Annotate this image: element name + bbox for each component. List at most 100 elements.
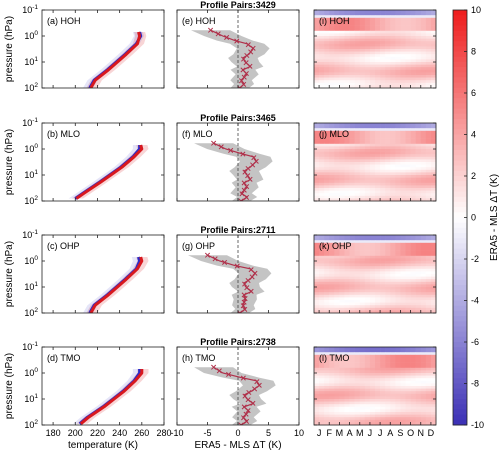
heatmap-cell <box>339 261 345 264</box>
heatmap-cell <box>314 85 320 89</box>
heatmap-cell <box>364 151 371 155</box>
heatmap-cell <box>314 25 320 29</box>
colorbar-segment <box>453 186 467 192</box>
heatmap-cell <box>349 279 355 283</box>
heatmap-cell <box>400 289 406 293</box>
heatmap-cell <box>410 250 416 254</box>
heatmap-cell <box>385 25 391 29</box>
heatmap-cell <box>430 51 437 55</box>
heatmap-cell <box>314 175 320 178</box>
heatmap-cell <box>430 30 437 34</box>
heatmap-cell <box>369 136 376 139</box>
heatmap-cell <box>385 242 391 246</box>
heatmap-cell <box>364 159 371 163</box>
heatmap-cell <box>405 159 411 163</box>
heatmap-cell <box>405 46 411 50</box>
heatmap-cell <box>395 414 401 418</box>
heatmap-cell <box>324 154 330 158</box>
heatmap-cell <box>400 172 406 176</box>
heatmap-cell <box>420 302 427 306</box>
heatmap-cell <box>425 72 432 76</box>
heatmap-cell <box>324 261 330 264</box>
heatmap-cell <box>339 406 345 410</box>
heatmap-cell <box>380 305 386 309</box>
heatmap-cell <box>314 401 320 405</box>
heatmap-cell <box>410 284 416 288</box>
heatmap-cell <box>354 195 361 199</box>
heatmap-cell <box>405 370 411 374</box>
heatmap-cell <box>380 51 386 55</box>
heatmap-cell <box>349 302 355 306</box>
heatmap-cell <box>344 177 350 181</box>
heatmap-cell <box>380 237 386 241</box>
panel-label: (e) HOH <box>182 16 216 26</box>
heatmap-cell <box>329 180 335 184</box>
heatmap-cell <box>334 307 340 311</box>
heatmap-cell <box>380 409 386 413</box>
heatmap-cell <box>405 123 411 126</box>
heatmap-cell <box>375 49 381 52</box>
heatmap-cell <box>390 172 396 176</box>
heatmap-cell <box>339 393 345 397</box>
heatmap-cell <box>420 401 427 405</box>
heatmap-cell <box>319 310 325 314</box>
heatmap-cell <box>420 198 427 202</box>
heatmap-cell <box>339 287 345 290</box>
colorbar-tick-label: 10 <box>471 5 481 15</box>
heatmap-cell <box>314 274 320 277</box>
heatmap-cell <box>359 51 366 55</box>
heatmap-cell <box>344 169 350 173</box>
heatmap-cell <box>395 268 401 272</box>
axes-frame <box>41 122 165 202</box>
heatmap-cell <box>359 294 366 298</box>
heatmap-cell <box>319 130 325 134</box>
heatmap-cell <box>410 305 416 309</box>
heatmap-cell <box>430 422 437 426</box>
heatmap-cell <box>400 123 406 126</box>
heatmap-cell <box>324 292 330 296</box>
heatmap-cell <box>329 271 335 275</box>
heatmap-cell <box>324 399 330 402</box>
x-tick-label: 5 <box>266 428 271 438</box>
colorbar-tick-label: 8 <box>471 47 476 57</box>
heatmap-cell <box>324 237 330 241</box>
heatmap-cell <box>344 38 350 42</box>
heatmap-cell <box>375 310 381 314</box>
heatmap-cell <box>339 67 345 71</box>
heatmap-cell <box>319 41 325 45</box>
heatmap-cell <box>400 195 406 199</box>
heatmap-cell <box>369 281 376 285</box>
heatmap-cell <box>410 77 416 81</box>
heatmap-cell <box>369 412 376 415</box>
heatmap-cell <box>400 284 406 288</box>
heatmap-cell <box>400 182 406 186</box>
heatmap-cell <box>405 307 411 311</box>
heatmap-cell <box>415 240 422 244</box>
heatmap-cell <box>329 43 335 47</box>
heatmap-cell <box>395 172 401 176</box>
heatmap-cell <box>375 146 381 150</box>
heatmap-cell <box>395 235 401 238</box>
heatmap-cell <box>415 294 422 298</box>
heatmap-cell <box>425 195 432 199</box>
heatmap-cell <box>344 23 350 26</box>
heatmap-cell <box>420 274 427 277</box>
heatmap-cell <box>314 141 320 145</box>
heatmap-cell <box>369 36 376 39</box>
colorbar-segment <box>453 160 467 167</box>
axes-frame <box>313 346 437 426</box>
heatmap-cell <box>324 62 330 65</box>
heatmap-cell <box>415 33 422 37</box>
heatmap-cell <box>415 130 422 134</box>
heatmap-cell <box>349 43 355 47</box>
heatmap-cell <box>334 375 340 379</box>
heatmap-cell <box>319 352 325 356</box>
y-tick-label: 100 <box>24 143 38 154</box>
heatmap-cell <box>364 67 371 71</box>
heatmap-cell <box>400 281 406 285</box>
heatmap-cell <box>329 401 335 405</box>
heatmap-cell <box>425 300 432 303</box>
heatmap-cell <box>319 349 325 353</box>
heatmap-cell <box>359 409 366 413</box>
heatmap-cell <box>364 274 371 277</box>
